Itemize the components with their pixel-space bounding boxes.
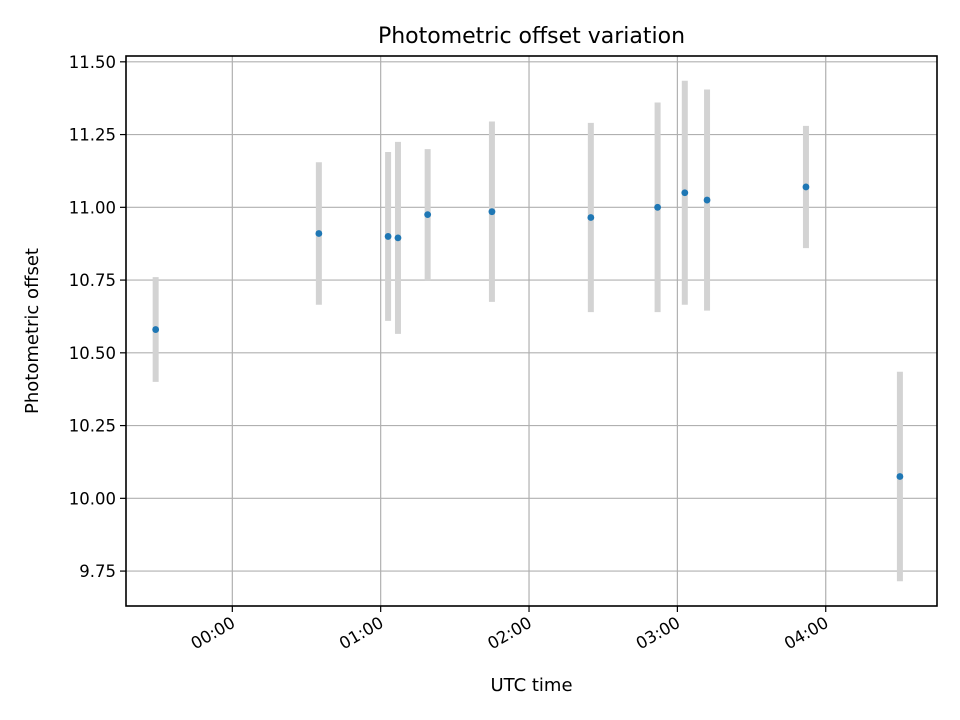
- y-tick-label: 10.25: [69, 417, 116, 436]
- y-axis-ticks: 9.75 10.00 10.25 10.50 10.75 11.00 11.25 11.50: [69, 53, 126, 581]
- y-tick-label: 11.50: [69, 53, 116, 72]
- y-tick-label: 10.50: [69, 344, 116, 363]
- data-points: [152, 183, 904, 480]
- data-point: [315, 230, 323, 237]
- plot-frame: [125, 55, 938, 607]
- data-point: [802, 183, 810, 191]
- data-point: [703, 196, 711, 204]
- y-tick-label: 11.25: [69, 126, 116, 145]
- data-point: [384, 233, 392, 240]
- y-tick-label: 11.00: [69, 198, 116, 217]
- y-tick-label: 9.75: [79, 562, 116, 581]
- x-axis-label: UTC time: [490, 675, 572, 696]
- data-point: [488, 208, 496, 216]
- data-point: [896, 473, 904, 480]
- y-axis-label: Photometric offset: [22, 248, 43, 414]
- data-point: [654, 203, 662, 211]
- y-tick-label: 10.75: [69, 271, 116, 290]
- data-point: [394, 234, 402, 242]
- data-point: [587, 214, 595, 221]
- data-point: [152, 326, 160, 333]
- y-tick-label: 10.00: [69, 489, 116, 508]
- chart-title: Photometric offset variation: [378, 24, 685, 49]
- data-point: [424, 211, 432, 218]
- grid: [126, 56, 937, 606]
- data-point: [681, 189, 689, 197]
